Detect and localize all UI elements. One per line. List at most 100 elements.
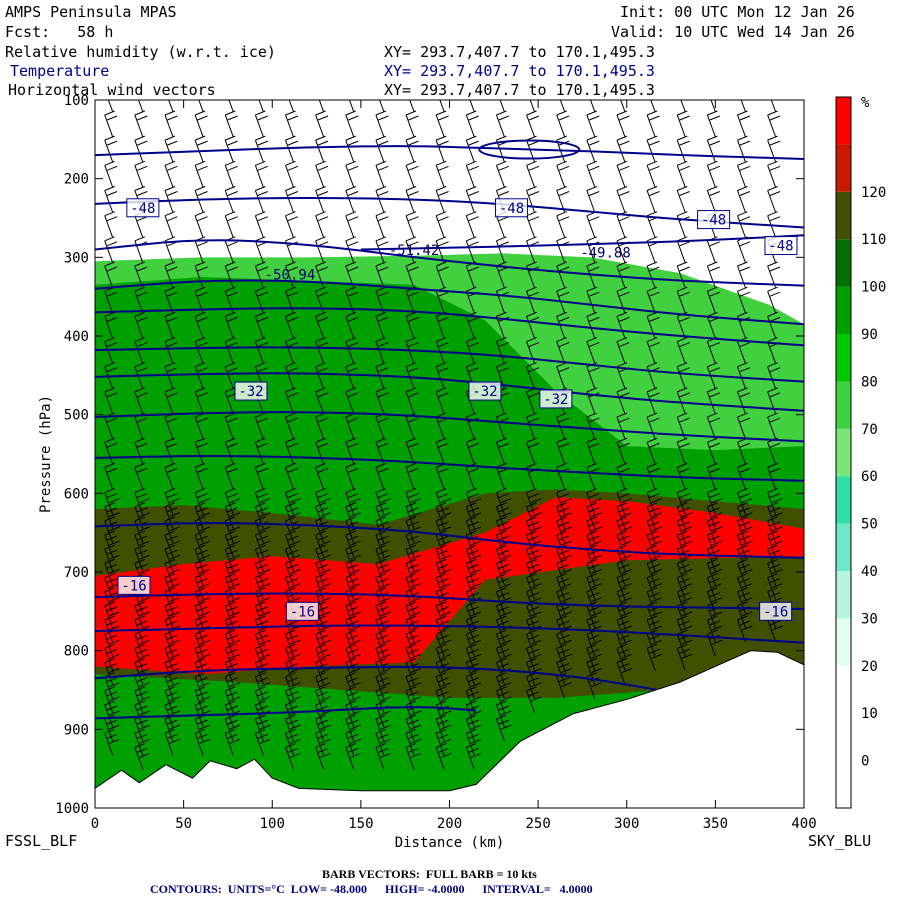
wind-barb: [107, 100, 114, 112]
wind-barb: [526, 648, 536, 671]
wind-barb: [556, 591, 566, 614]
wind-barb-feather: [468, 563, 479, 569]
y-tick-label: 900: [64, 722, 89, 738]
wind-barb-feather: [408, 191, 419, 196]
wind-barb: [285, 442, 294, 465]
wind-barb-feather: [345, 160, 356, 166]
wind-barb: [586, 506, 596, 529]
wind-barb-feather: [320, 597, 331, 603]
wind-barb: [495, 416, 505, 440]
wind-barb: [164, 316, 174, 339]
wind-barb-feather: [772, 540, 783, 546]
wind-barb: [706, 492, 716, 515]
wind-barb-feather: [769, 521, 781, 527]
wind-barb-feather: [556, 211, 567, 217]
wind-barb-feather: [378, 507, 389, 513]
wind-barb-feather: [345, 462, 356, 468]
wind-barb-feather: [470, 696, 482, 702]
wind-barb: [405, 139, 415, 163]
wind-barb-feather: [528, 493, 540, 499]
wind-barb-feather: [586, 186, 598, 191]
wind-barb-feather: [561, 568, 572, 574]
wind-barb-feather: [466, 160, 477, 166]
wind-barb-feather: [531, 583, 542, 588]
wind-barb: [375, 747, 385, 770]
wind-barb-feather: [558, 165, 570, 171]
wind-barb-feather: [435, 261, 447, 267]
wind-barb-feather: [591, 597, 602, 603]
wind-barb-feather: [649, 417, 660, 423]
wind-barb-feather: [711, 597, 723, 603]
wind-barb: [315, 165, 325, 188]
wind-barb: [559, 100, 566, 112]
wind-barb-feather: [739, 521, 751, 527]
wind-barb-feather: [767, 587, 778, 593]
wind-barb-feather: [769, 549, 781, 555]
wind-barb: [164, 563, 174, 586]
wind-barb-feather: [498, 563, 510, 569]
wind-barb: [495, 139, 505, 163]
wind-barb-feather: [408, 367, 419, 373]
wind-barb-feather: [405, 700, 417, 706]
wind-barb-feather: [194, 530, 206, 536]
wind-barb-feather: [468, 342, 479, 347]
wind-barb-feather: [375, 643, 387, 649]
wind-barb-feather: [104, 558, 115, 564]
wind-barb: [435, 467, 445, 490]
wind-barb: [104, 240, 114, 264]
wind-barb-feather: [378, 392, 389, 398]
wind-barb-feather: [225, 700, 236, 706]
wind-barb-feather: [438, 316, 449, 322]
wind-barb-feather: [375, 544, 387, 550]
wind-barb-feather: [619, 578, 630, 583]
wind-barb-feather: [225, 728, 236, 734]
wind-barb-feather: [257, 493, 268, 499]
colorbar-tick-label: 90: [861, 327, 878, 343]
wind-barb-feather: [408, 606, 419, 612]
wind-barb-feather: [405, 110, 417, 116]
wind-barb-feather: [317, 467, 329, 473]
wind-barb-feather: [405, 362, 417, 368]
wind-barb-feather: [438, 521, 449, 527]
wind-barb-feather: [616, 643, 628, 649]
wind-barb-feather: [106, 216, 118, 222]
wind-barb-feather: [586, 573, 598, 578]
wind-barb-feather: [591, 526, 602, 532]
wind-barb: [526, 605, 536, 629]
wind-barb-feather: [739, 493, 751, 499]
wind-barb: [285, 577, 294, 600]
wind-barb-feather: [167, 620, 178, 626]
wind-barb-feather: [528, 677, 540, 683]
wind-barb: [375, 690, 385, 713]
wind-barb-feather: [194, 286, 206, 292]
wind-barb-feather: [257, 266, 268, 272]
wind-barb-feather: [586, 311, 598, 317]
wind-barb-feather: [587, 86, 597, 90]
wind-barb-feather: [558, 342, 570, 347]
wind-barb-feather: [591, 625, 602, 631]
contour-label-box: [539, 389, 573, 409]
wind-barb-feather: [589, 216, 600, 222]
wind-barb-feather: [320, 554, 331, 560]
wind-barb-feather: [109, 738, 120, 744]
wind-barb-feather: [707, 502, 718, 508]
wind-barb-feather: [711, 625, 723, 631]
wind-barb-feather: [646, 311, 658, 317]
wind-barb: [740, 100, 746, 112]
wind-barb: [680, 100, 686, 112]
wind-barb: [616, 563, 626, 586]
wind-barb-feather: [498, 648, 510, 654]
wind-barb: [586, 291, 596, 314]
wind-barb-feather: [137, 648, 148, 654]
wind-barb-feather: [405, 261, 417, 267]
wind-barb-feather: [320, 710, 331, 716]
wind-barb: [435, 316, 445, 339]
wind-barb-feather: [350, 554, 361, 560]
wind-barb-feather: [139, 653, 150, 659]
colorbar-band: [836, 571, 851, 619]
wind-barb-feather: [345, 672, 356, 678]
wind-barb-feather: [405, 587, 417, 593]
wind-barb-feather: [345, 110, 356, 116]
wind-barb: [676, 316, 686, 339]
wind-barb-feather: [287, 677, 299, 683]
